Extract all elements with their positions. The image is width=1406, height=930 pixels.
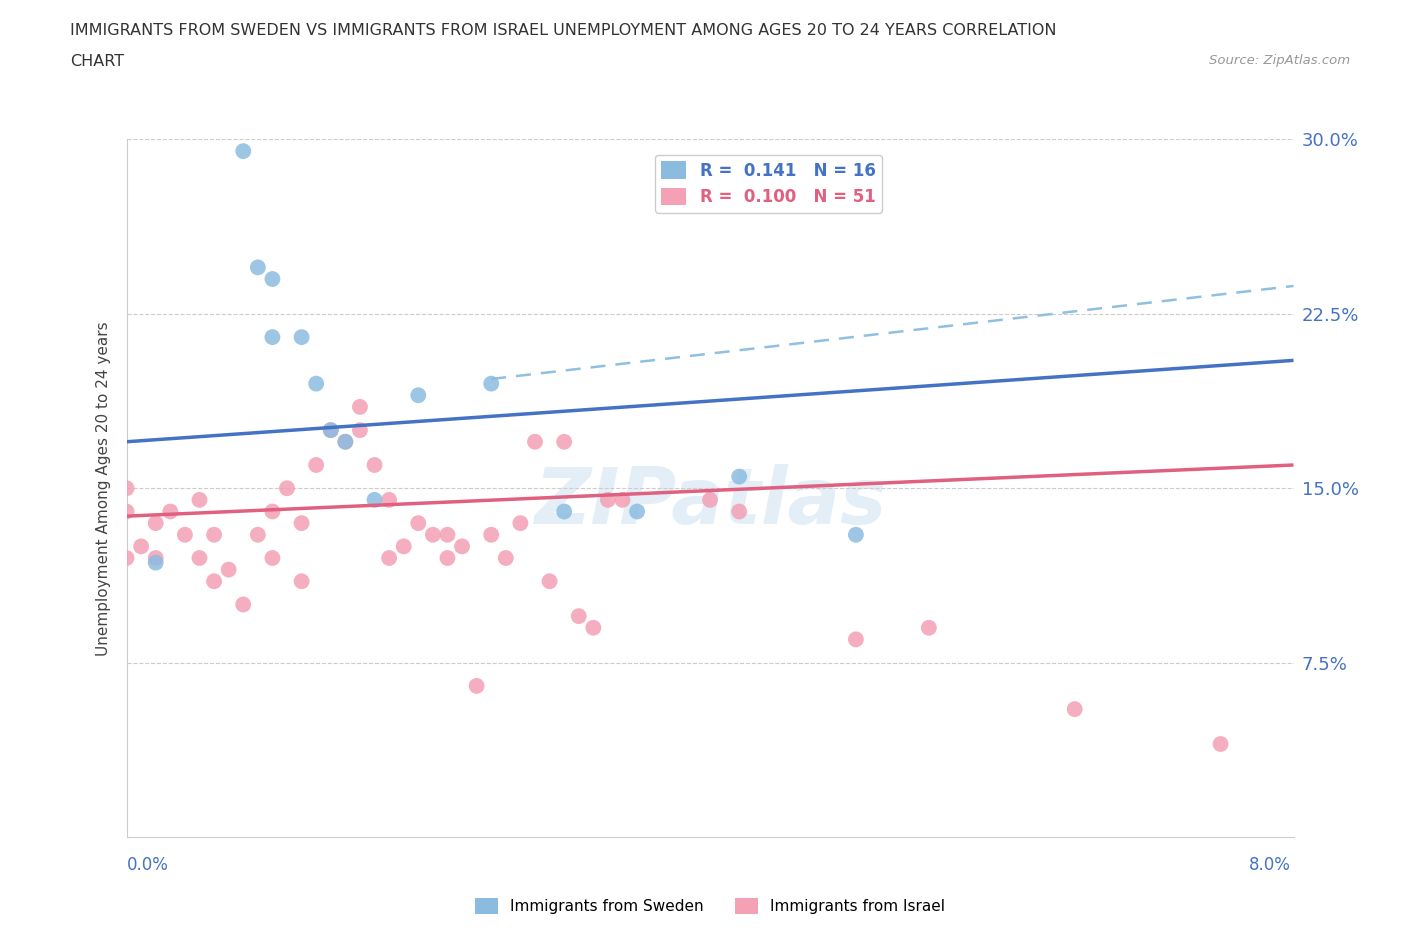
Point (363, 458, 385, 472)
Point (246, 527, 269, 542)
Point (115, 504, 138, 519)
Point (290, 574, 312, 589)
Point (479, 376, 502, 391)
Point (363, 493, 385, 508)
Point (319, 422, 342, 438)
Point (553, 434, 575, 449)
Point (232, 144, 254, 159)
Point (319, 422, 342, 438)
Text: 8.0%: 8.0% (1249, 856, 1291, 873)
Point (392, 539, 415, 554)
Point (174, 527, 197, 542)
Text: ZIPatlas: ZIPatlas (534, 464, 886, 540)
Point (408, 388, 430, 403)
Point (596, 493, 619, 508)
Point (1063, 701, 1085, 716)
Point (523, 434, 546, 449)
Text: CHART: CHART (70, 54, 124, 69)
Point (145, 551, 167, 565)
Point (335, 434, 357, 449)
Point (422, 527, 444, 542)
Legend: R =  0.141   N = 16, R =  0.100   N = 51: R = 0.141 N = 16, R = 0.100 N = 51 (655, 154, 882, 213)
Point (845, 527, 868, 542)
Text: Source: ZipAtlas.com: Source: ZipAtlas.com (1209, 54, 1350, 67)
Point (276, 481, 298, 496)
Y-axis label: Unemployment Among Ages 20 to 24 years: Unemployment Among Ages 20 to 24 years (96, 321, 111, 656)
Point (262, 504, 284, 519)
Point (553, 504, 575, 519)
Point (115, 481, 138, 496)
Point (246, 259, 269, 275)
Point (262, 330, 284, 345)
Point (290, 515, 312, 530)
Point (218, 562, 240, 577)
Point (465, 679, 488, 694)
Point (626, 504, 648, 519)
Point (145, 555, 167, 570)
Point (479, 527, 502, 542)
Point (495, 551, 517, 565)
Point (612, 493, 634, 508)
Point (582, 620, 605, 635)
Point (188, 551, 211, 565)
Point (509, 515, 531, 530)
Point (349, 422, 371, 438)
Text: IMMIGRANTS FROM SWEDEN VS IMMIGRANTS FROM ISRAEL UNEMPLOYMENT AMONG AGES 20 TO 2: IMMIGRANTS FROM SWEDEN VS IMMIGRANTS FRO… (70, 23, 1057, 38)
Point (115, 551, 138, 565)
Point (202, 527, 225, 542)
Text: 0.0%: 0.0% (127, 856, 169, 873)
Point (436, 551, 458, 565)
Point (568, 609, 591, 624)
Point (378, 551, 401, 565)
Point (232, 597, 254, 612)
Point (159, 504, 181, 519)
Point (699, 493, 721, 508)
Point (305, 376, 328, 391)
Point (845, 632, 868, 647)
Point (349, 400, 371, 415)
Point (202, 574, 225, 589)
Point (188, 493, 211, 508)
Point (1209, 737, 1232, 751)
Point (262, 551, 284, 565)
Point (408, 515, 430, 530)
Point (538, 574, 561, 589)
Point (728, 469, 751, 484)
Point (262, 272, 284, 286)
Point (305, 458, 328, 472)
Point (451, 539, 474, 554)
Point (335, 434, 357, 449)
Point (728, 504, 751, 519)
Point (918, 620, 941, 635)
Point (290, 330, 312, 345)
Point (145, 515, 167, 530)
Point (436, 527, 458, 542)
Point (378, 493, 401, 508)
Point (129, 539, 152, 554)
